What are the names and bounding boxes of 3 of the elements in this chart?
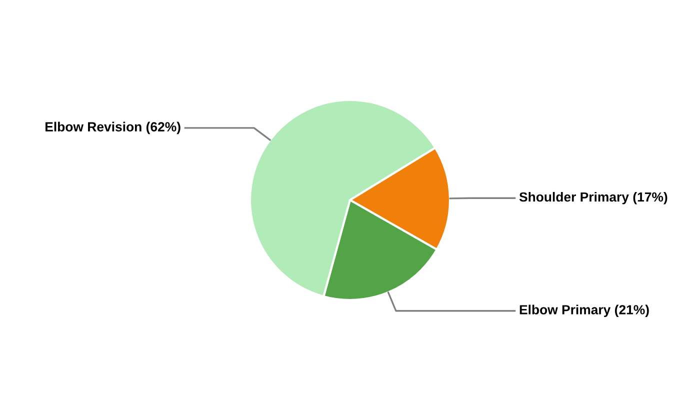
slice-label: Elbow Primary (21%) [520,304,649,318]
slice-label: Elbow Revision (62%) [46,122,180,134]
slice-label: Shoulder Primary (17%) [519,192,668,204]
